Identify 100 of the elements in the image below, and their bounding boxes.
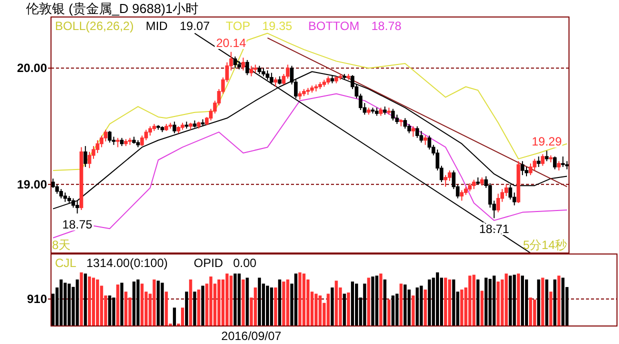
bar	[400, 284, 403, 326]
bar	[367, 278, 370, 326]
bar	[172, 308, 176, 326]
bar	[80, 272, 83, 326]
bar	[549, 292, 552, 326]
bar	[412, 295, 415, 326]
candlestick	[270, 72, 274, 85]
bar	[189, 279, 192, 326]
line-series	[52, 93, 568, 238]
bar	[76, 279, 79, 326]
y-tick-label: 910	[26, 292, 48, 306]
bar	[116, 284, 120, 326]
candlestick	[448, 170, 452, 182]
candlestick	[553, 156, 557, 170]
legend-title: BOLL(26,26,2)	[55, 19, 134, 33]
bar	[318, 295, 322, 326]
candlestick	[415, 126, 420, 138]
candlestick	[540, 154, 545, 166]
bar	[238, 274, 241, 326]
bar	[448, 279, 452, 326]
bar	[537, 279, 540, 326]
bar	[209, 276, 212, 326]
bar	[561, 278, 564, 326]
candlestick	[557, 160, 561, 171]
candlestick	[84, 146, 88, 168]
bar	[420, 286, 423, 326]
bar	[302, 274, 306, 326]
bar	[484, 278, 488, 326]
candlestick	[59, 188, 63, 199]
candlestick	[528, 162, 532, 176]
bar	[60, 279, 63, 326]
bar	[286, 279, 290, 326]
y-tick-label: 20.00	[16, 61, 48, 76]
bar	[512, 274, 516, 326]
text: MID	[146, 19, 168, 33]
bar	[346, 292, 350, 326]
candlestick	[561, 156, 565, 168]
bar	[242, 279, 245, 326]
candlestick	[536, 156, 540, 168]
annotation: 8天	[52, 238, 71, 252]
bar	[278, 279, 282, 326]
annotation: 1314.00(0:100)	[86, 256, 168, 270]
bar	[326, 294, 330, 326]
candlestick	[520, 160, 524, 176]
bar	[545, 279, 548, 326]
bar	[541, 278, 544, 326]
bar	[492, 276, 496, 326]
candlestick	[508, 184, 512, 200]
bar	[217, 279, 220, 326]
bar	[436, 272, 439, 326]
bar	[520, 276, 524, 326]
bar	[424, 290, 427, 326]
candlestick	[532, 158, 536, 171]
bar	[383, 279, 386, 326]
annotation: 20.14	[216, 36, 246, 50]
bar	[282, 282, 286, 326]
bar	[88, 276, 91, 326]
bar	[164, 292, 168, 326]
bar	[533, 300, 536, 326]
bar	[391, 295, 394, 326]
candlestick	[241, 57, 246, 71]
bar	[416, 287, 419, 326]
candlestick	[266, 70, 270, 80]
bar	[140, 284, 144, 326]
bar	[254, 287, 257, 326]
candlestick	[148, 126, 152, 136]
bar	[557, 276, 560, 326]
bar	[508, 276, 512, 326]
bar	[160, 282, 164, 326]
bar	[387, 300, 390, 326]
bar	[152, 279, 156, 326]
bar	[404, 284, 407, 326]
candlestick	[504, 184, 508, 197]
bar	[68, 284, 71, 326]
chart-title: 伦敦银 (贵金属_D 9688)1小时	[26, 1, 199, 16]
bar	[156, 280, 160, 326]
candlestick	[245, 60, 250, 76]
annotation: 19.35	[262, 19, 293, 33]
bar	[92, 278, 96, 326]
bar	[120, 282, 124, 326]
annotation: 18.75	[62, 217, 93, 232]
bar	[274, 287, 278, 326]
annotation: CJL	[55, 256, 77, 270]
candlestick	[424, 135, 428, 146]
annotation: 19.07	[180, 19, 210, 33]
candlestick	[55, 184, 59, 194]
bar	[258, 278, 261, 326]
annotation: 5分14秒	[522, 238, 567, 252]
candlestick	[286, 64, 290, 80]
candlestick	[108, 130, 112, 144]
candlestick	[250, 65, 254, 77]
bar	[476, 279, 480, 326]
bar	[266, 286, 270, 326]
bar	[516, 274, 520, 326]
bar	[270, 287, 274, 326]
bar	[64, 282, 67, 326]
bar	[96, 279, 100, 326]
x-tick-label: 2016/09/07	[221, 329, 282, 343]
bar	[197, 290, 200, 326]
bar	[468, 276, 472, 326]
